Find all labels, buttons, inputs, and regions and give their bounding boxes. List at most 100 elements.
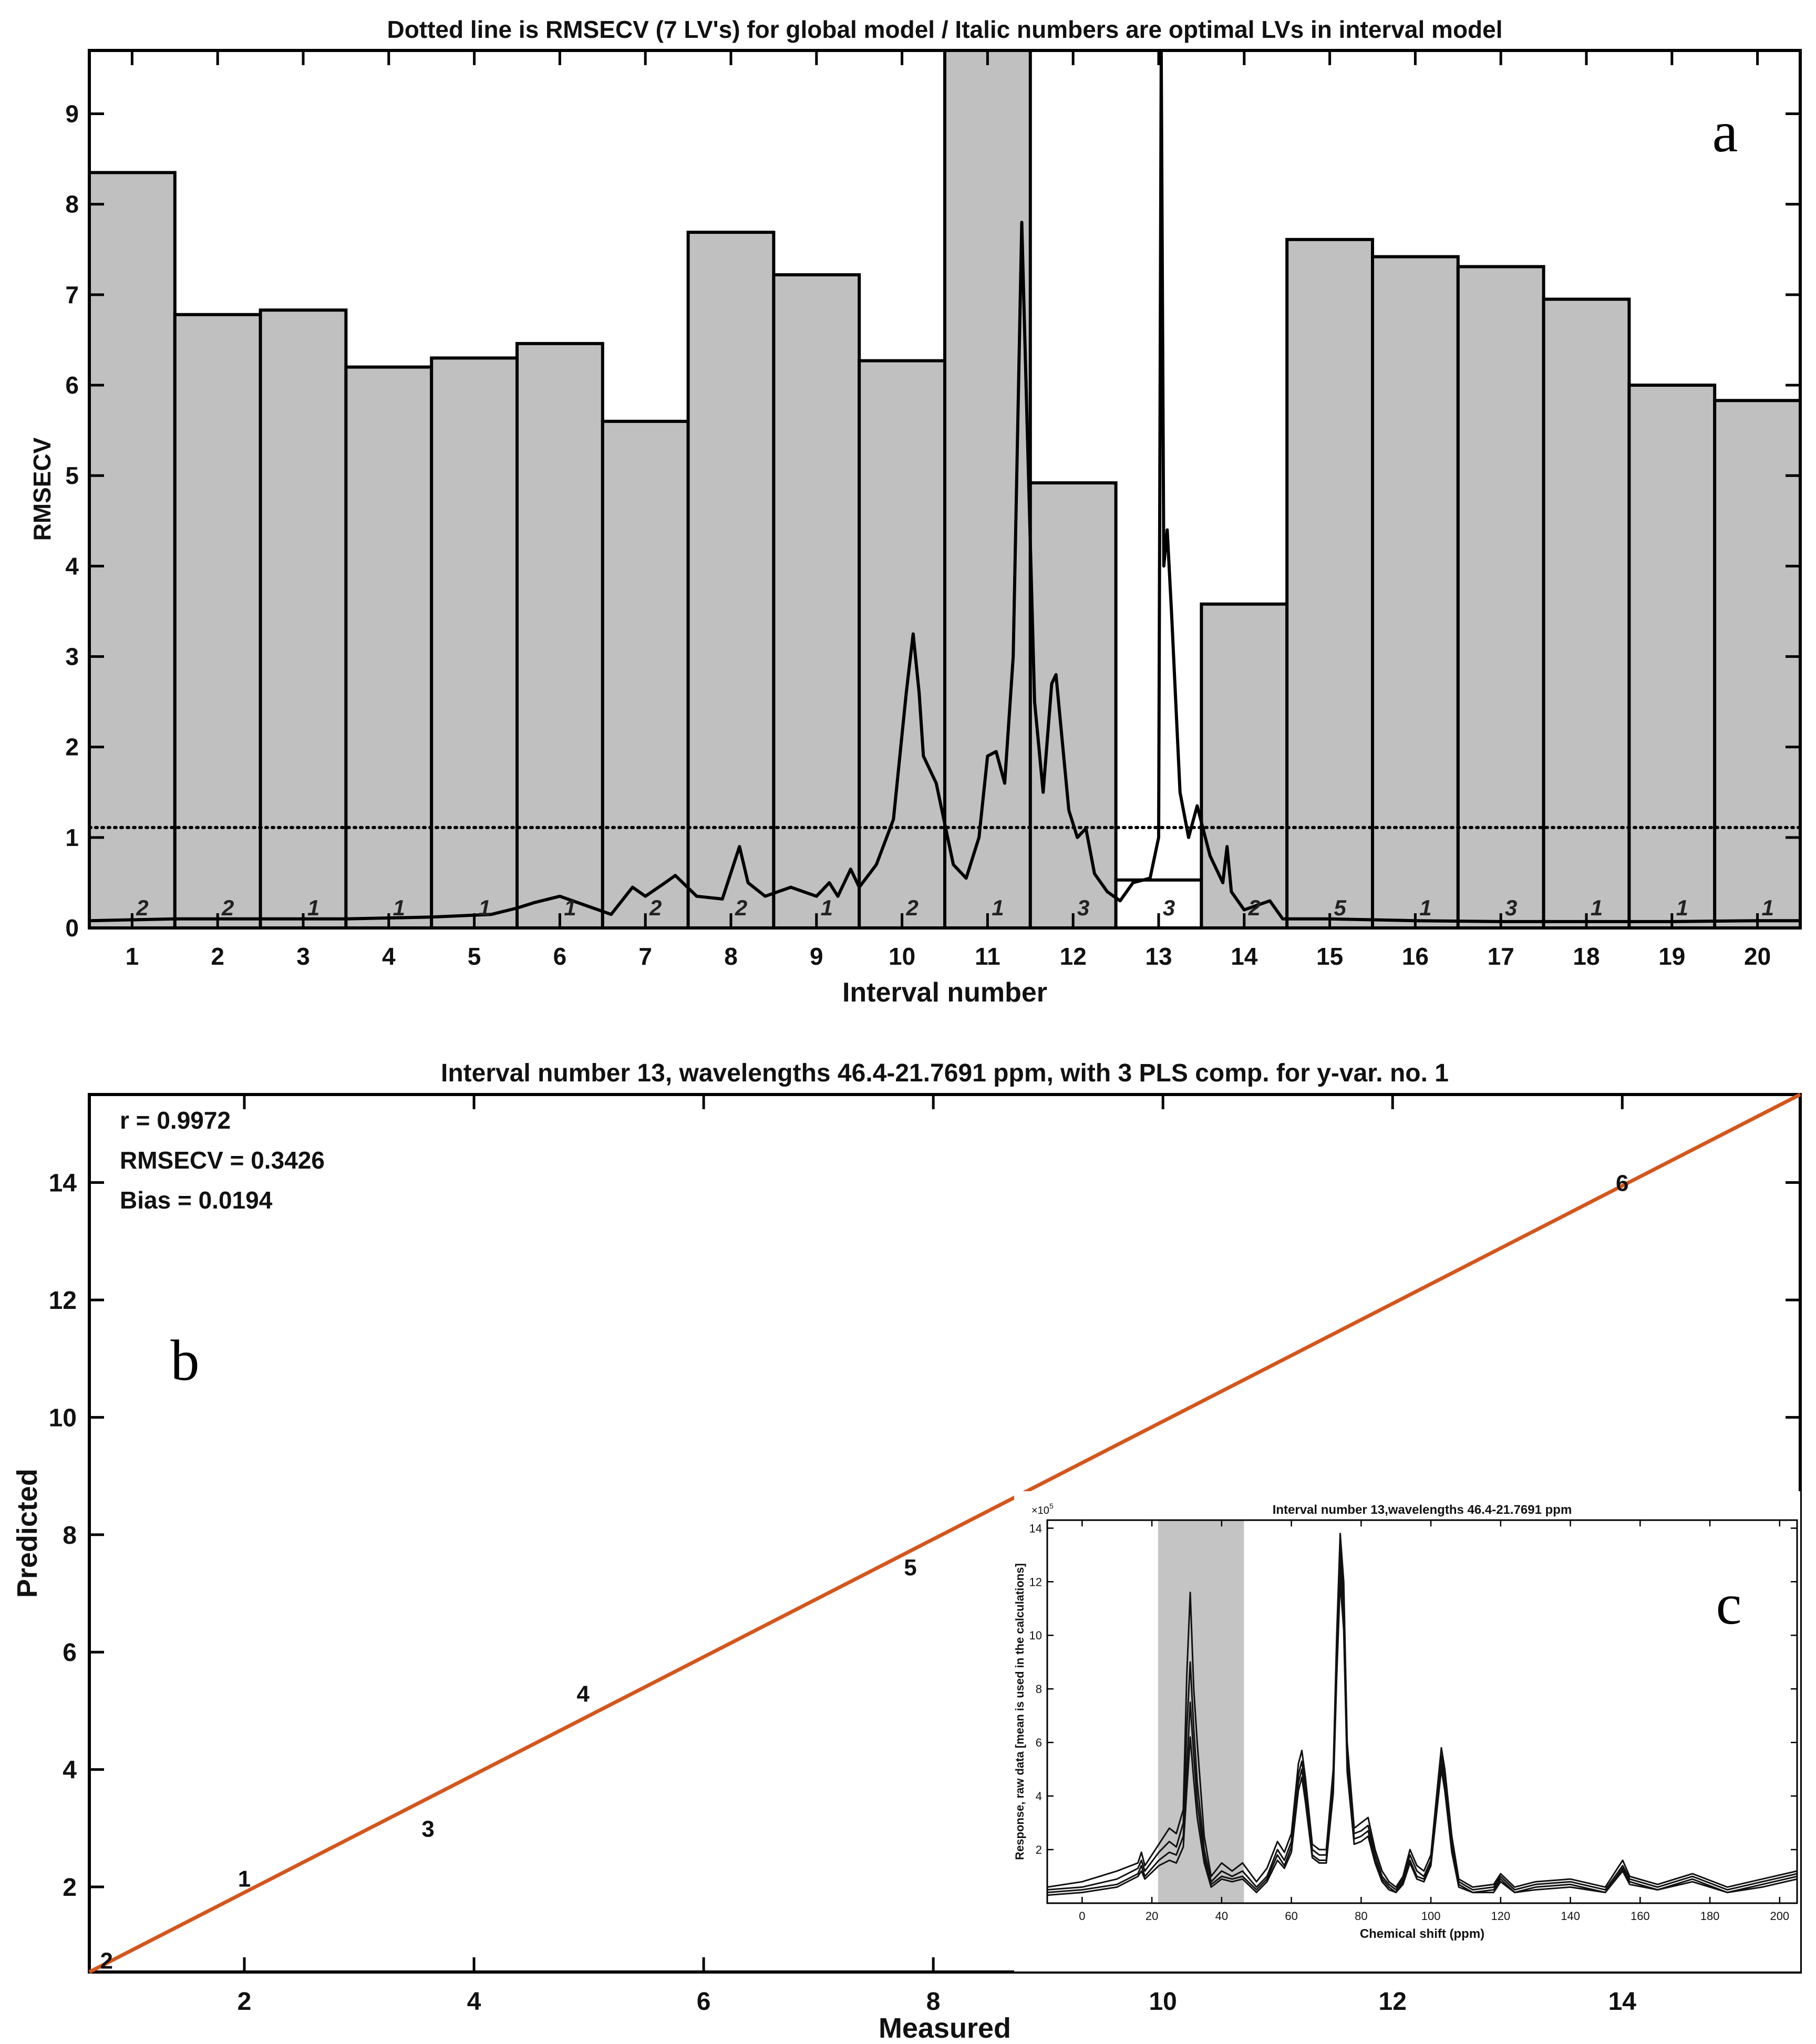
x-tick-label: 20: [1146, 1909, 1158, 1923]
optimal-lv-label: 2: [1248, 895, 1261, 920]
panel-label-b: b: [171, 1328, 200, 1392]
x-tick-label: 14: [1231, 943, 1258, 970]
y-tick-label: 6: [63, 1639, 77, 1667]
x-tick-label: 6: [697, 1988, 711, 2016]
sample-point: 5: [904, 1555, 916, 1581]
x-tick-label: 60: [1285, 1909, 1297, 1923]
x-tick-label: 16: [1402, 943, 1429, 970]
y-tick-label: 8: [63, 1522, 77, 1550]
x-tick-label: 10: [889, 943, 915, 970]
x-tick-label: 120: [1491, 1909, 1510, 1923]
x-tick-label: 40: [1215, 1909, 1228, 1923]
y-tick-label: 1: [65, 824, 79, 851]
optimal-lv-label: 1: [1591, 895, 1603, 920]
spectrum-line: [1047, 1549, 1797, 1891]
panel-a-bars: [89, 50, 1800, 928]
bar-interval-4: [344, 365, 434, 928]
x-tick-label: 9: [810, 943, 823, 970]
panel-c-inset: 0 20 40 60 80 100 120 140 160 180 200 2 4 6 8 10 12 14 ×10…: [1013, 1491, 1800, 1971]
y-multiplier-exponent: 5: [1049, 1502, 1054, 1510]
bar-interval-19: [1627, 384, 1717, 928]
x-tick-label: 20: [1744, 943, 1771, 970]
optimal-lv-label: 2: [221, 895, 234, 920]
x-tick-label: 100: [1421, 1909, 1441, 1923]
bar-interval-8: [686, 231, 776, 928]
x-tick-label: 18: [1573, 943, 1600, 970]
bar-interval-12: [1028, 481, 1118, 928]
optimal-lv-label: 2: [649, 895, 662, 920]
y-tick-label: 6: [1036, 1736, 1042, 1749]
x-axis-label: Interval number: [842, 977, 1047, 1008]
sample-point: 6: [1616, 1171, 1628, 1196]
optimal-lv-label: 1: [821, 895, 833, 920]
bar-interval-10: [858, 359, 946, 928]
x-tick-label: 8: [724, 943, 738, 970]
optimal-lv-label: 1: [1419, 895, 1431, 920]
optimal-lv-label: 1: [393, 895, 405, 920]
optimal-lv-label: 1: [564, 895, 576, 920]
y-axis-label: Predicted: [12, 1469, 43, 1598]
y-tick-label: 12: [49, 1287, 77, 1315]
y-tick-label: 4: [63, 1757, 77, 1784]
panel-label-c: c: [1716, 1572, 1742, 1636]
stat-text: Bias = 0.0194: [120, 1186, 273, 1214]
bar-interval-7: [601, 419, 690, 928]
bar-interval-6: [515, 342, 604, 928]
y-axis-label: RMSECV: [28, 437, 56, 541]
x-tick-label: 5: [468, 943, 481, 970]
x-tick-label: 14: [1608, 1988, 1637, 2016]
y-tick-label: 5: [65, 462, 79, 489]
mean-spectrum-line: [89, 50, 1800, 923]
inset-y-axis-label: Response, raw data [mean is used in the …: [1013, 1563, 1026, 1860]
y-multiplier: ×10: [1031, 1505, 1049, 1516]
x-tick-label: 80: [1355, 1909, 1367, 1923]
stat-text: r = 0.9972: [120, 1107, 231, 1134]
bar-interval-9: [772, 273, 861, 928]
panel-a-axes-box: [88, 49, 1802, 930]
optimal-lv-label: 1: [478, 895, 490, 920]
y-tick-label: 10: [49, 1404, 77, 1432]
panel-label-a: a: [1712, 100, 1738, 164]
reference-line: [88, 1092, 1801, 1974]
y-tick-label: 0: [65, 914, 79, 942]
inset-x-axis-label: Chemical shift (ppm): [1360, 1927, 1484, 1941]
y-tick-label: 2: [1036, 1843, 1042, 1856]
x-tick-label: 2: [238, 1988, 252, 2016]
sample-point: 3: [421, 1816, 434, 1842]
bar-interval-15: [1285, 238, 1374, 928]
bar-interval-16: [1371, 255, 1460, 928]
y-tick-label: 9: [65, 100, 79, 128]
y-tick-label: 14: [1029, 1522, 1042, 1535]
bar-interval-2: [173, 313, 262, 928]
inset-title: Interval number 13,wavelengths 46.4-21.7…: [1273, 1503, 1572, 1517]
y-tick-label: 2: [65, 734, 79, 761]
optimal-lv-label: 5: [1334, 895, 1346, 920]
inset-series: [1047, 1533, 1797, 1896]
optimal-lv-label: 3: [1163, 895, 1175, 920]
chart-title: Interval number 13, wavelengths 46.4-21.…: [441, 1059, 1449, 1087]
y-tick-label: 8: [1036, 1682, 1042, 1696]
x-tick-label: 7: [638, 943, 652, 970]
x-tick-label: 10: [1149, 1988, 1177, 2016]
x-tick-label: 2: [211, 943, 224, 970]
y-tick-label: 10: [1029, 1629, 1042, 1642]
bar-interval-20: [1713, 399, 1800, 928]
x-tick-label: 17: [1488, 943, 1514, 970]
x-tick-label: 13: [1145, 943, 1172, 970]
bar-interval-18: [1542, 297, 1631, 928]
optimal-lv-label: 3: [1077, 895, 1089, 920]
x-tick-label: 3: [296, 943, 310, 970]
stat-text: RMSECV = 0.3426: [120, 1147, 325, 1174]
optimal-lv-label: 1: [992, 895, 1004, 920]
sample-point: 4: [576, 1681, 590, 1707]
x-tick-label: 160: [1631, 1909, 1650, 1923]
x-tick-label: 15: [1316, 943, 1343, 970]
x-tick-label: 0: [1079, 1909, 1085, 1923]
x-tick-label: 8: [926, 1988, 941, 2016]
spectrum-line: [1047, 1565, 1797, 1894]
bar-interval-3: [259, 308, 348, 928]
sample-point: 2: [100, 1948, 113, 1974]
x-tick-label: 6: [553, 943, 567, 970]
